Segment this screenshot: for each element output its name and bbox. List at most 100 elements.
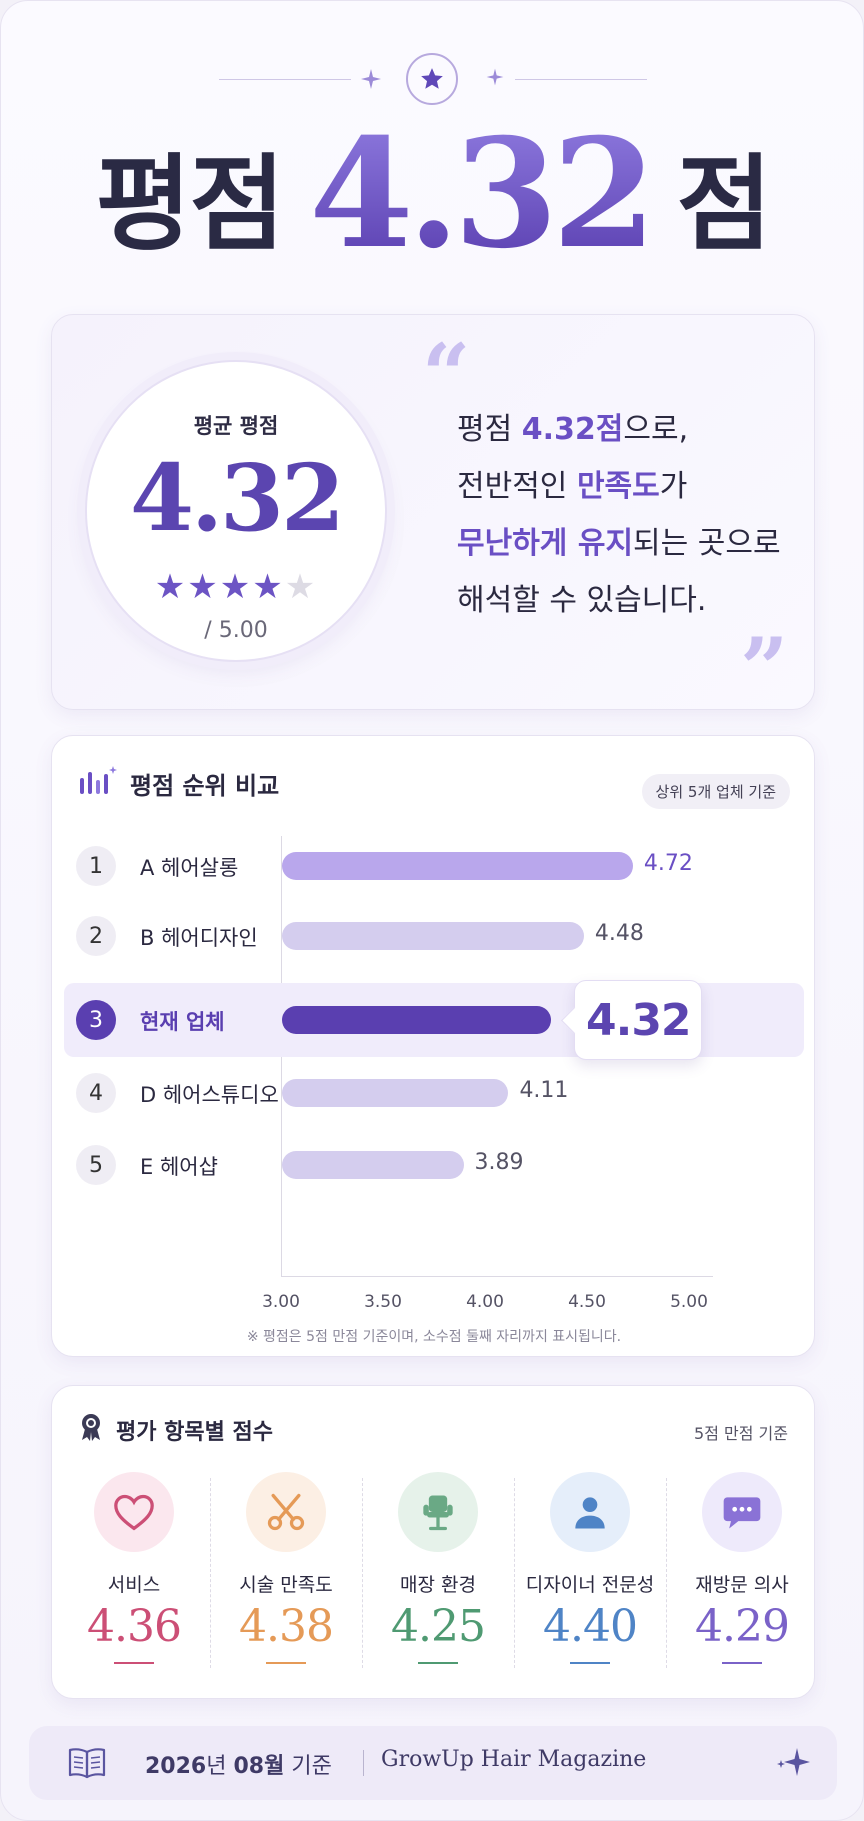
x-axis-tick-label: 3.00 [262,1292,300,1312]
summary-line: 평점 4.32점으로, [457,412,689,447]
ranking-title-text: 평점 순위 비교 [130,771,280,800]
business-name: A 헤어살롱 [140,856,239,880]
score-underline [114,1662,154,1664]
business-name: 현재 업체 [140,1010,225,1034]
x-axis-tick-label: 4.50 [568,1292,606,1312]
score-category: 매장 환경 [400,1574,476,1596]
x-axis-tick-label: 4.00 [466,1292,504,1312]
score-item: 재방문 의사 4.29 [666,1472,818,1682]
score-item: 서비스 4.36 [58,1472,210,1682]
star-filled-icon: ★ [187,567,220,607]
star-badge-icon [406,53,458,105]
rating-bar [282,922,584,950]
rating-value-label: 4.72 [643,851,693,876]
score-item: 시술 만족도 4.38 [210,1472,362,1682]
star-filled-icon: ★ [252,567,285,607]
title-suffix: 점 [676,141,773,265]
chart-axis-x [281,1276,713,1277]
ranking-basis-badge: 상위 5개 업체 기준 [641,774,790,809]
sparkle-icon [359,67,383,95]
chat-bubble-icon [702,1472,782,1552]
summary-line: 전반적인 만족도가 [457,469,688,504]
heart-icon [94,1472,174,1552]
ornament-line-right [515,79,647,80]
title-prefix: 평점 [95,141,285,265]
column-divider [514,1478,515,1668]
scores-title: 평가 항목별 점수 [78,1412,273,1448]
column-divider [666,1478,667,1668]
award-ribbon-icon [78,1412,104,1448]
score-underline [722,1662,762,1664]
score-value: 4.25 [391,1601,486,1652]
column-divider [362,1478,363,1668]
x-axis-tick-label: 5.00 [670,1292,708,1312]
summary-line: 무난하게 유지되는 곳으로 [457,526,781,561]
quote-open-icon: “ [422,325,471,424]
rating-value-label: 4.11 [519,1078,569,1103]
score-category: 시술 만족도 [239,1574,333,1596]
scissors-icon [246,1472,326,1552]
rank-number: 3 [76,1000,116,1040]
average-score-circle: 평균 평점 4.32 ★★★★★ / 5.00 [85,360,387,662]
footer-bar: 2026년 08월 기준 GrowUp Hair Magazine [29,1726,837,1800]
column-divider [210,1478,211,1668]
category-scores-card: 평가 항목별 점수 5점 만점 기준 서비스 4.36 시술 만족도 4.38 매장 환… [51,1385,815,1699]
rating-value-label: 4.48 [594,921,644,946]
footer-divider [363,1750,364,1776]
score-underline [570,1662,610,1664]
rating-bar [282,1006,552,1034]
person-icon [550,1472,630,1552]
rank-number: 2 [76,916,116,956]
scores-title-text: 평가 항목별 점수 [116,1420,273,1445]
ranking-card: 평점 순위 비교 상위 5개 업체 기준 1 A 헤어살롱 4.72 2 B 헤어디자인… [51,735,815,1357]
score-item: 디자이너 전문성 4.40 [514,1472,666,1682]
star-empty-icon: ★ [284,567,318,607]
average-score-label: 평균 평점 [193,414,279,438]
ranking-row: 5 E 헤어샵 3.89 [52,1137,816,1193]
score-underline [418,1662,458,1664]
summary-line: 해석할 수 있습니다. [457,583,707,618]
business-name: D 헤어스튜디오 [140,1083,279,1107]
summary-text: 평점 4.32점으로, 전반적인 만족도가 무난하게 유지되는 곳으로 해석할 … [457,401,781,629]
scores-basis: 5점 만점 기준 [694,1424,788,1443]
header-ornament [1,51,863,107]
ranking-row: 3 현재 업체 4.32 [64,980,804,1060]
score-item: 매장 환경 4.25 [362,1472,514,1682]
summary-card: 평균 평점 4.32 ★★★★★ / 5.00 “ 평점 4.32점으로, 전반… [51,314,815,711]
chair-icon [398,1472,478,1552]
score-value: 4.36 [87,1601,182,1652]
star-filled-icon: ★ [154,567,188,607]
rating-bar [282,852,633,880]
score-category: 디자이너 전문성 [525,1574,655,1596]
ranking-row: 4 D 헤어스튜디오 4.11 [52,1065,816,1121]
score-value: 4.40 [543,1601,638,1652]
rank-number: 1 [76,846,116,886]
average-score-value: 4.32 [129,444,345,552]
ranking-row: 2 B 헤어디자인 4.48 [52,908,816,964]
star-filled-icon: ★ [219,567,253,607]
bar-chart-icon [78,764,118,802]
sparkle-icon [773,1744,813,1784]
sparkle-icon [485,67,505,91]
score-max: / 5.00 [204,618,268,643]
x-axis-tick-label: 3.50 [364,1292,402,1312]
business-name: E 헤어샵 [140,1155,218,1179]
magazine-name: GrowUp Hair Magazine [381,1747,647,1772]
title-score: 4.32 [309,106,656,282]
business-name: B 헤어디자인 [140,926,258,950]
score-value: 4.38 [239,1601,334,1652]
score-category: 서비스 [107,1574,161,1596]
rank-number: 4 [76,1073,116,1113]
ranking-title: 평점 순위 비교 [78,764,279,802]
open-book-icon [67,1746,107,1784]
rating-bar [282,1079,509,1107]
score-value: 4.29 [695,1601,790,1652]
ranking-row: 1 A 헤어살롱 4.72 [52,838,816,894]
highlight-value-callout: 4.32 [574,980,703,1060]
page-title: 평점 4.32 점 [1,106,863,282]
ornament-line-left [219,79,351,80]
publish-date: 2026년 08월 기준 [145,1754,332,1779]
ranking-footnote: ※ 평점은 5점 만점 기준이며, 소수점 둘째 자리까지 표시됩니다. [246,1329,622,1345]
star-rating: ★★★★★ [87,567,385,607]
